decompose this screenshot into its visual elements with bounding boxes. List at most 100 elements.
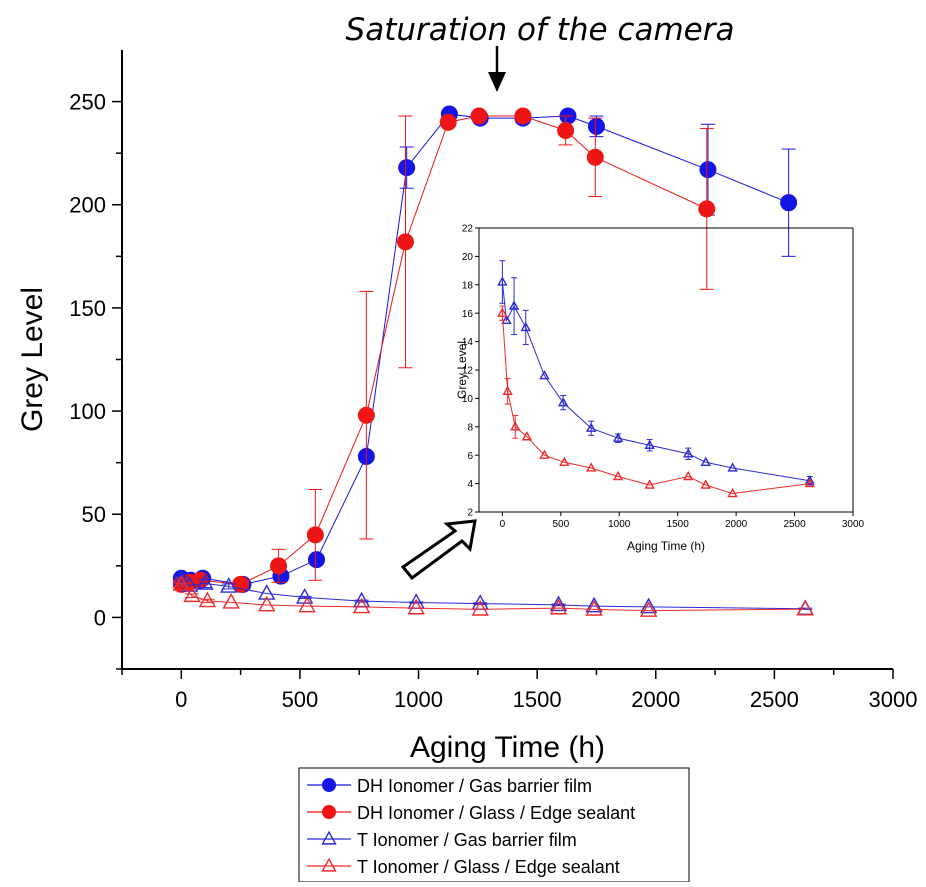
data-point (699, 161, 717, 179)
data-point (510, 421, 521, 431)
series-t-ionomer-glass-edge-sealant (497, 305, 815, 498)
data-point (198, 591, 217, 608)
data-point (644, 479, 655, 489)
y-tick-label: 18 (462, 280, 474, 291)
data-point (587, 117, 605, 135)
y-tick-label: 20 (462, 252, 474, 263)
main-plot: 0 500 1000 1500 2000 2500 3000050100150200250A… (16, 50, 917, 764)
data-point (258, 584, 276, 600)
legend-label: DH Ionomer / Glass / Edge sealant (357, 803, 635, 823)
data-point (471, 600, 489, 616)
legend-marker (321, 857, 337, 872)
data-point (398, 159, 416, 177)
x-tick-label: 500 (282, 687, 319, 712)
series-t-ionomer-glass-edge-sealant (172, 575, 814, 617)
y-axis-title: Grey Level (16, 287, 49, 432)
x-tick-label: 0 (500, 519, 506, 530)
data-point (539, 449, 550, 459)
data-point (539, 370, 550, 380)
x-axis-title: Aging Time (h) (410, 731, 605, 764)
data-point (396, 233, 414, 251)
data-point (357, 406, 375, 424)
series-line (180, 584, 806, 612)
data-point (804, 477, 815, 488)
x-tick-label: 2000 (725, 519, 748, 530)
data-point (700, 456, 711, 466)
series-line (501, 313, 810, 495)
data-point (586, 422, 597, 432)
saturation-arrow-head (488, 72, 506, 92)
y-tick-label: 150 (69, 296, 106, 321)
inset-plot: 0 500 1000 1500 2000 2500 3000 2 4 6 8 10 12 14 16 18 20… (455, 224, 865, 553)
data-point (796, 599, 814, 616)
data-point (306, 526, 324, 544)
data-point (639, 597, 658, 614)
legend: DH Ionomer / Gas barrier film DH Ionomer … (298, 767, 690, 883)
data-point (644, 439, 655, 449)
legend-marker (322, 805, 336, 819)
data-point (549, 595, 568, 612)
data-point (183, 586, 201, 603)
data-point (612, 432, 624, 442)
legend-label: DH Ionomer / Gas barrier film (357, 776, 592, 796)
data-point (612, 470, 624, 481)
y-tick-label: 6 (467, 451, 473, 462)
data-point (497, 276, 508, 286)
y-tick-label: 22 (462, 224, 474, 235)
y-tick-label: 200 (69, 193, 106, 218)
y-tick-label: 8 (467, 422, 473, 433)
data-point (501, 314, 512, 324)
data-point (196, 574, 214, 590)
data-point (308, 551, 326, 569)
data-point (780, 194, 798, 212)
data-point (352, 597, 371, 614)
data-point (727, 462, 738, 472)
saturation-annotation: Saturation of the camera (346, 12, 735, 48)
y-tick-label: 4 (467, 479, 473, 490)
legend-label: T Ionomer / Gas barrier film (357, 830, 577, 850)
data-point (586, 148, 604, 166)
y-tick-label: 50 (82, 502, 106, 527)
x-tick-label: 1500 (667, 519, 690, 530)
series-line (181, 579, 806, 610)
data-point (557, 397, 569, 407)
x-axis-title: Aging Time (h) (627, 539, 705, 553)
data-point (270, 557, 288, 575)
data-point (220, 577, 238, 593)
y-tick-label: 14 (462, 337, 474, 348)
annotations: Saturation of the camera (346, 12, 735, 581)
data-point (586, 462, 597, 472)
y-tick-label: 250 (69, 90, 106, 115)
x-tick-label: 2000 (631, 687, 680, 712)
series-line (181, 115, 707, 585)
x-tick-label: 1000 (394, 687, 443, 712)
legend-box (298, 767, 690, 883)
x-tick-label: 500 (552, 519, 569, 530)
series-dh-ionomer-gas-barrier-film (172, 105, 798, 593)
y-tick-label: 12 (462, 366, 474, 377)
series-line (501, 281, 810, 482)
data-point (298, 596, 316, 613)
data-point (407, 598, 425, 615)
data-point (470, 107, 488, 125)
y-tick-label: 16 (462, 309, 474, 320)
data-point (497, 307, 508, 317)
legend-label: T Ionomer / Glass / Edge sealant (357, 857, 620, 877)
x-tick-label: 1500 (513, 687, 562, 712)
y-tick-label: 100 (69, 399, 106, 424)
data-point (520, 321, 531, 332)
x-tick-label: 2500 (783, 519, 806, 530)
legend-marker (322, 778, 336, 792)
data-point (639, 601, 658, 617)
data-point (727, 487, 738, 498)
data-point (557, 121, 575, 139)
legend-marker (321, 830, 337, 845)
y-axis-title: Grey Level (455, 341, 469, 399)
data-point (585, 596, 603, 613)
data-point (585, 600, 603, 616)
y-tick-label: 10 (462, 394, 474, 405)
y-tick-label: 0 (94, 605, 106, 630)
data-point (521, 431, 533, 441)
